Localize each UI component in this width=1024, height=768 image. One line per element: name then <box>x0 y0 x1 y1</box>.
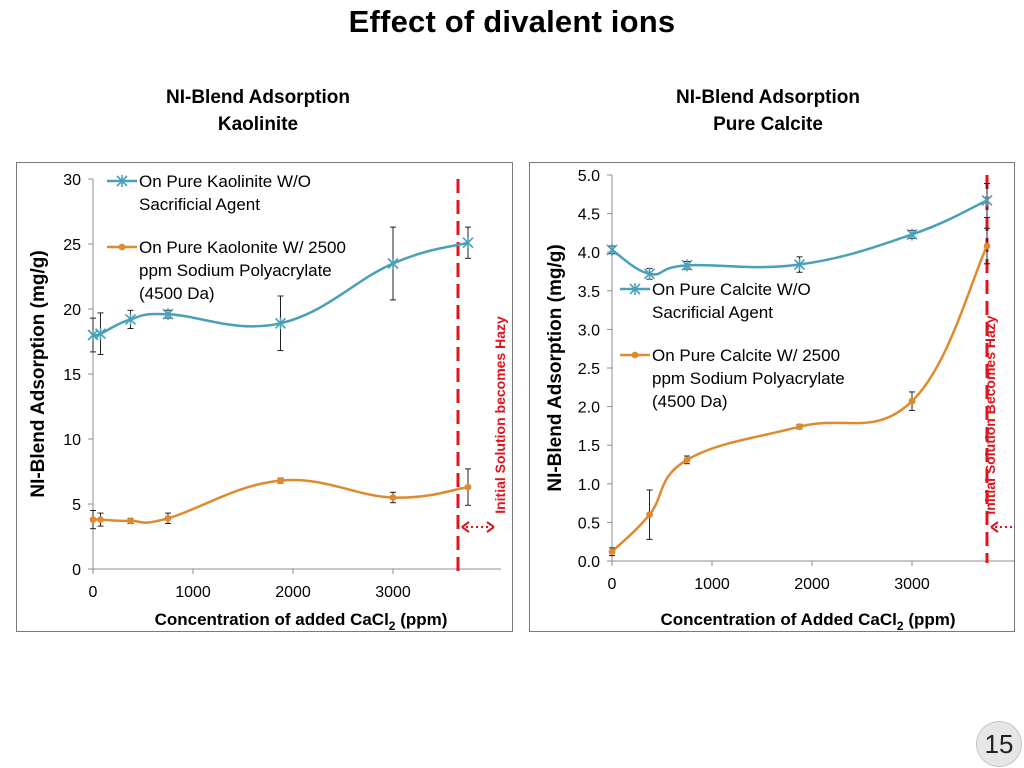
hazy-annotation-label: Initial Solution Becomes Hazy <box>982 315 998 514</box>
legend-marker-star <box>629 283 641 295</box>
hazy-arrow-head-right <box>486 521 495 533</box>
x-tick-label: 3000 <box>894 576 930 593</box>
x-axis-title-subscript: 2 <box>389 619 396 631</box>
data-point-circle <box>608 548 616 556</box>
x-tick-label: 1000 <box>175 584 211 601</box>
x-tick-label: 0 <box>89 584 98 601</box>
data-point-circle <box>683 456 691 464</box>
data-point-star <box>681 259 693 272</box>
legend-label: Sacrificial Agent <box>139 195 260 214</box>
data-point-star <box>94 327 107 340</box>
y-axis-title: NI-Blend Adsorption (mg/g) <box>28 250 49 497</box>
slide-title: Effect of divalent ions <box>348 4 676 39</box>
legend-label: Sacrificial Agent <box>652 303 773 322</box>
y-tick-label: 2.0 <box>578 400 600 417</box>
y-tick-label: 0.5 <box>578 515 600 532</box>
chart-title-line: NI-Blend Adsorption <box>166 87 350 108</box>
data-point-circle <box>908 397 916 405</box>
y-tick-label: 0 <box>72 562 81 579</box>
hazy-arrow-head-left <box>461 521 470 533</box>
chart-title-line: Pure Calcite <box>713 114 823 135</box>
legend-label: ppm Sodium Polyacrylate <box>139 261 332 280</box>
y-tick-label: 0.0 <box>578 554 600 571</box>
data-point-star <box>906 228 918 241</box>
data-point-circle <box>646 511 653 519</box>
x-axis-title-main: Concentration of Added CaCl <box>660 610 896 629</box>
hazy-arrow-head-left <box>990 521 999 533</box>
legend-label: (4500 Da) <box>139 284 215 303</box>
data-point-circle <box>127 517 134 525</box>
y-tick-label: 1.5 <box>578 438 600 455</box>
chart-title-kaolinite: NI-Blend Adsorption Kaolinite <box>108 84 408 138</box>
data-point-circle <box>389 494 397 501</box>
data-point-circle <box>277 477 284 484</box>
data-point-star <box>643 267 656 280</box>
chart-title-line: NI-Blend Adsorption <box>676 87 860 108</box>
chart-calcite: 0.0 0.5 1.0 1.5 2.0 2.5 3.0 3.5 4.0 4.5 5.0 0 1000 20… <box>545 168 1014 631</box>
chart-panel-calcite: 0.0 0.5 1.0 1.5 2.0 2.5 3.0 3.5 4.0 4.5 5.0 0 1000 20… <box>529 162 1015 632</box>
hazy-annotation-label: Initial Solution becomes Hazy <box>492 316 508 514</box>
data-point-star <box>162 308 174 321</box>
y-tick-label: 30 <box>63 172 81 189</box>
x-axis-title-unit: (ppm) <box>904 610 956 629</box>
y-tick-label: 10 <box>63 432 81 449</box>
x-axis-title-unit: (ppm) <box>395 610 447 629</box>
legend-label: On Pure Calcite W/O <box>652 280 811 299</box>
legend-marker-star <box>116 175 128 187</box>
y-tick-label: 5.0 <box>578 168 600 185</box>
data-point-circle <box>97 516 104 523</box>
page-number-badge: 15 <box>976 721 1022 767</box>
y-tick-label: 5 <box>72 497 81 514</box>
x-tick-label: 3000 <box>375 584 411 601</box>
legend-label: On Pure Kaolonite W/ 2500 <box>139 238 346 257</box>
data-point-star <box>387 257 399 270</box>
x-axis-title: Concentration of Added CaCl2 (ppm) <box>660 610 955 631</box>
y-tick-label: 3.0 <box>578 322 600 339</box>
x-tick-label: 1000 <box>694 576 730 593</box>
data-point-circle <box>796 423 803 431</box>
y-tick-label: 4.5 <box>578 207 600 224</box>
data-point-star <box>462 236 474 249</box>
data-point-circle <box>89 516 97 523</box>
legend-label: On Pure Kaolinite W/O <box>139 172 311 191</box>
data-point-circle <box>983 242 991 250</box>
y-axis-title: NI-Blend Adsorption (mg/g) <box>545 244 566 491</box>
legend-marker-circle <box>118 243 126 251</box>
chart-title-line: Kaolinite <box>217 114 299 135</box>
x-axis-title-main: Concentration of added CaCl <box>155 610 389 629</box>
data-point-star <box>274 317 287 330</box>
series-line <box>92 478 469 524</box>
x-tick-label: 2000 <box>275 584 311 601</box>
legend-marker-circle <box>631 351 639 359</box>
data-point-star <box>124 313 137 326</box>
x-tick-label: 0 <box>608 576 617 593</box>
y-tick-label: 4.0 <box>578 245 600 262</box>
x-tick-label: 2000 <box>794 576 830 593</box>
y-tick-label: 15 <box>63 367 81 384</box>
data-point-star <box>981 194 993 207</box>
y-tick-label: 20 <box>63 302 81 319</box>
chart-panel-kaolinite: 0 5 10 15 20 25 30 0 1000 2000 3000 NI-Blend Adsorp… <box>16 162 513 632</box>
data-point-circle <box>164 514 172 522</box>
x-axis-title-subscript: 2 <box>897 619 904 631</box>
legend-label: ppm Sodium Polyacrylate <box>652 369 845 388</box>
legend-label: On Pure Calcite W/ 2500 <box>652 346 840 365</box>
data-point-star <box>606 243 618 256</box>
chart-kaolinite: 0 5 10 15 20 25 30 0 1000 2000 3000 NI-Blend Adsorp… <box>28 172 508 631</box>
data-point-circle <box>464 483 472 491</box>
legend-label: (4500 Da) <box>652 392 728 411</box>
y-tick-label: 2.5 <box>578 361 600 378</box>
y-tick-label: 25 <box>63 237 81 254</box>
x-axis-title: Concentration of added CaCl2 (ppm) <box>155 610 448 631</box>
y-tick-label: 3.5 <box>578 284 600 301</box>
chart-title-calcite: NI-Blend Adsorption Pure Calcite <box>618 84 918 138</box>
y-tick-label: 1.0 <box>578 477 600 494</box>
data-point-star <box>793 258 806 271</box>
